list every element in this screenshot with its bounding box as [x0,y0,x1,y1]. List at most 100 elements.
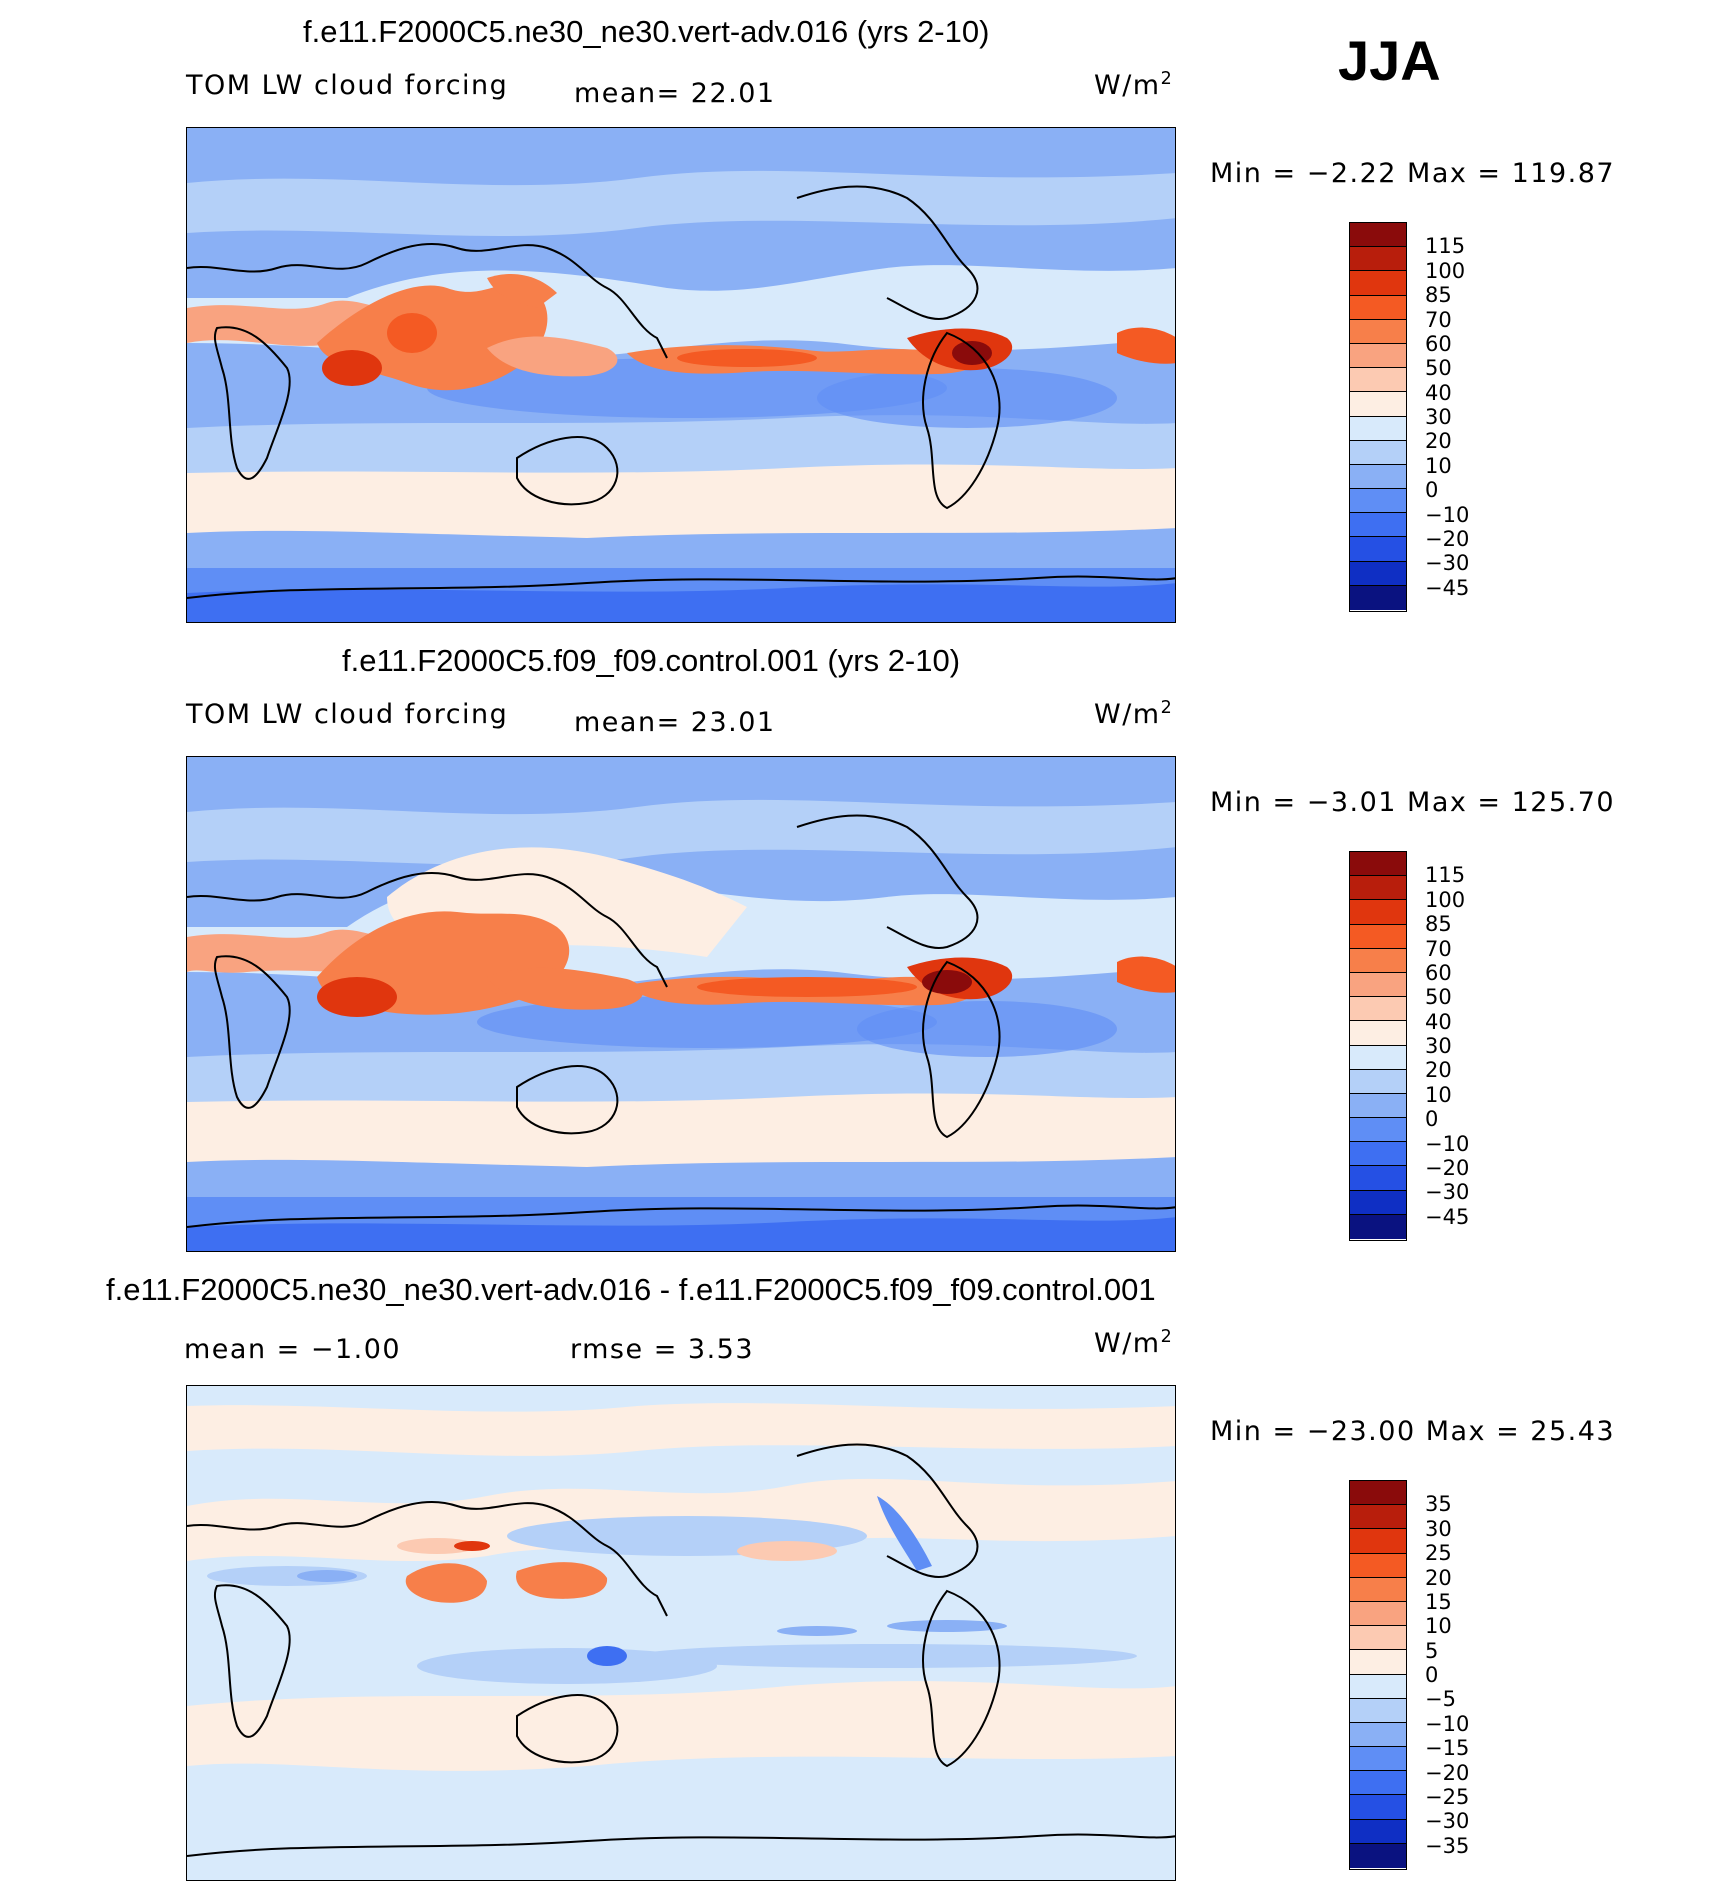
panel2-mean: mean= 23.01 [574,707,776,738]
colorbar-tick-label: 20 [1425,429,1452,454]
panel2-field-plot [187,757,1175,1251]
colorbar-tick-label: 70 [1425,307,1452,332]
panel2-colorbar-ticks: 115 100 85 70 60 50 40 30 20 10 0 −10 −20 −30 −45 [1425,851,1505,1241]
colorbar-tick-label: 85 [1425,912,1452,937]
panel3-field-plot [187,1386,1175,1880]
colorbar-tick-label: −30 [1425,1809,1470,1834]
colorbar-swatch [1350,997,1406,1022]
colorbar-swatch [1350,319,1406,344]
colorbar-tick-label: 10 [1425,1082,1452,1107]
colorbar-swatch [1350,489,1406,514]
panel2-units: W/m2 [1094,698,1174,730]
panel3-colorbar-ticks: 35 30 25 20 15 10 5 0 −5 −10 −15 −20 −25 −30 −35 [1425,1480,1505,1870]
panel1-field-label: TOM LW cloud forcing [186,70,509,101]
colorbar-tick-label: −10 [1425,1711,1470,1736]
colorbar-tick-label: −25 [1425,1784,1470,1809]
colorbar-swatch [1350,343,1406,369]
colorbar-swatch [1350,924,1406,949]
panel1-colorbar [1349,222,1407,612]
colorbar-tick-label: 100 [1425,887,1466,912]
colorbar-swatch [1350,1505,1406,1530]
colorbar-swatch [1350,561,1406,586]
colorbar-tick-label: −20 [1425,1155,1470,1180]
panel3-map [186,1385,1176,1881]
colorbar-tick-label: 25 [1425,1541,1452,1566]
colorbar-swatch [1350,585,1406,610]
colorbar-swatch [1350,1577,1406,1602]
colorbar-swatch [1350,1819,1406,1844]
panel3-minmax: Min = −23.00 Max = 25.43 [1210,1416,1616,1447]
panel2-minmax: Min = −3.01 Max = 125.70 [1210,787,1616,818]
colorbar-swatch [1350,1093,1406,1119]
colorbar-tick-label: 115 [1425,863,1466,888]
colorbar-swatch [1350,1601,1406,1627]
colorbar-swatch [1350,1481,1406,1506]
colorbar-tick-label: −30 [1425,1180,1470,1205]
colorbar-tick-label: 10 [1425,1614,1452,1639]
colorbar-tick-label: 115 [1425,234,1466,259]
colorbar-tick-label: 60 [1425,331,1452,356]
panel1-colorbar-ticks: 115 100 85 70 60 50 40 30 20 10 0 −10 −20 −30 −45 [1425,222,1505,612]
colorbar-swatch [1350,392,1406,417]
colorbar-swatch [1350,1674,1406,1699]
colorbar-swatch [1350,1529,1406,1554]
colorbar-tick-label: 100 [1425,258,1466,283]
colorbar-swatch [1350,1843,1406,1868]
colorbar-swatch [1350,1698,1406,1723]
colorbar-swatch [1350,1045,1406,1070]
panel3-units: W/m2 [1094,1327,1174,1359]
panel2-map [186,756,1176,1252]
colorbar-tick-label: 20 [1425,1565,1452,1590]
colorbar-swatch [1350,1626,1406,1651]
panel3-title: f.e11.F2000C5.ne30_ne30.vert-adv.016 - f… [106,1272,1156,1307]
colorbar-tick-label: 10 [1425,453,1452,478]
panel3-rmse: rmse = 3.53 [570,1334,755,1365]
panel3-colorbar [1349,1480,1407,1870]
colorbar-tick-label: 35 [1425,1492,1452,1517]
panel1-minmax: Min = −2.22 Max = 119.87 [1210,158,1616,189]
colorbar-tick-label: 15 [1425,1589,1452,1614]
colorbar-swatch [1350,1142,1406,1167]
colorbar-tick-label: −5 [1425,1687,1456,1712]
colorbar-swatch [1350,972,1406,998]
colorbar-tick-label: −45 [1425,1204,1470,1229]
colorbar-swatch [1350,1069,1406,1094]
colorbar-tick-label: −35 [1425,1833,1470,1858]
colorbar-swatch [1350,271,1406,296]
colorbar-tick-label: 50 [1425,356,1452,381]
colorbar-swatch [1350,295,1406,320]
colorbar-tick-label: −45 [1425,575,1470,600]
colorbar-swatch [1350,1021,1406,1046]
colorbar-tick-label: 30 [1425,1034,1452,1058]
colorbar-tick-label: 20 [1425,1058,1452,1083]
colorbar-swatch [1350,368,1406,393]
colorbar-tick-label: 30 [1425,405,1452,429]
panel2-field-label: TOM LW cloud forcing [186,699,509,730]
colorbar-tick-label: −20 [1425,1760,1470,1785]
colorbar-swatch [1350,1722,1406,1748]
colorbar-swatch [1350,1795,1406,1820]
colorbar-swatch [1350,223,1406,248]
panel1-field-plot [187,128,1175,622]
colorbar-tick-label: 0 [1425,478,1439,503]
colorbar-tick-label: 85 [1425,283,1452,308]
colorbar-swatch [1350,440,1406,465]
colorbar-swatch [1350,876,1406,901]
colorbar-tick-label: 30 [1425,1516,1452,1541]
panel2-colorbar [1349,851,1407,1241]
panel1-units: W/m2 [1094,69,1174,101]
colorbar-swatch [1350,1118,1406,1143]
colorbar-swatch [1350,1747,1406,1772]
colorbar-tick-label: 60 [1425,960,1452,985]
panel2-title: f.e11.F2000C5.f09_f09.control.001 (yrs 2… [342,643,961,678]
colorbar-tick-label: 5 [1425,1638,1439,1663]
colorbar-tick-label: −10 [1425,502,1470,527]
colorbar-swatch [1350,1190,1406,1215]
colorbar-tick-label: −10 [1425,1131,1470,1156]
panel1-title: f.e11.F2000C5.ne30_ne30.vert-adv.016 (yr… [303,14,990,49]
panel1-map [186,127,1176,623]
colorbar-tick-label: 70 [1425,936,1452,961]
colorbar-swatch [1350,537,1406,562]
colorbar-swatch [1350,900,1406,925]
colorbar-swatch [1350,1771,1406,1796]
